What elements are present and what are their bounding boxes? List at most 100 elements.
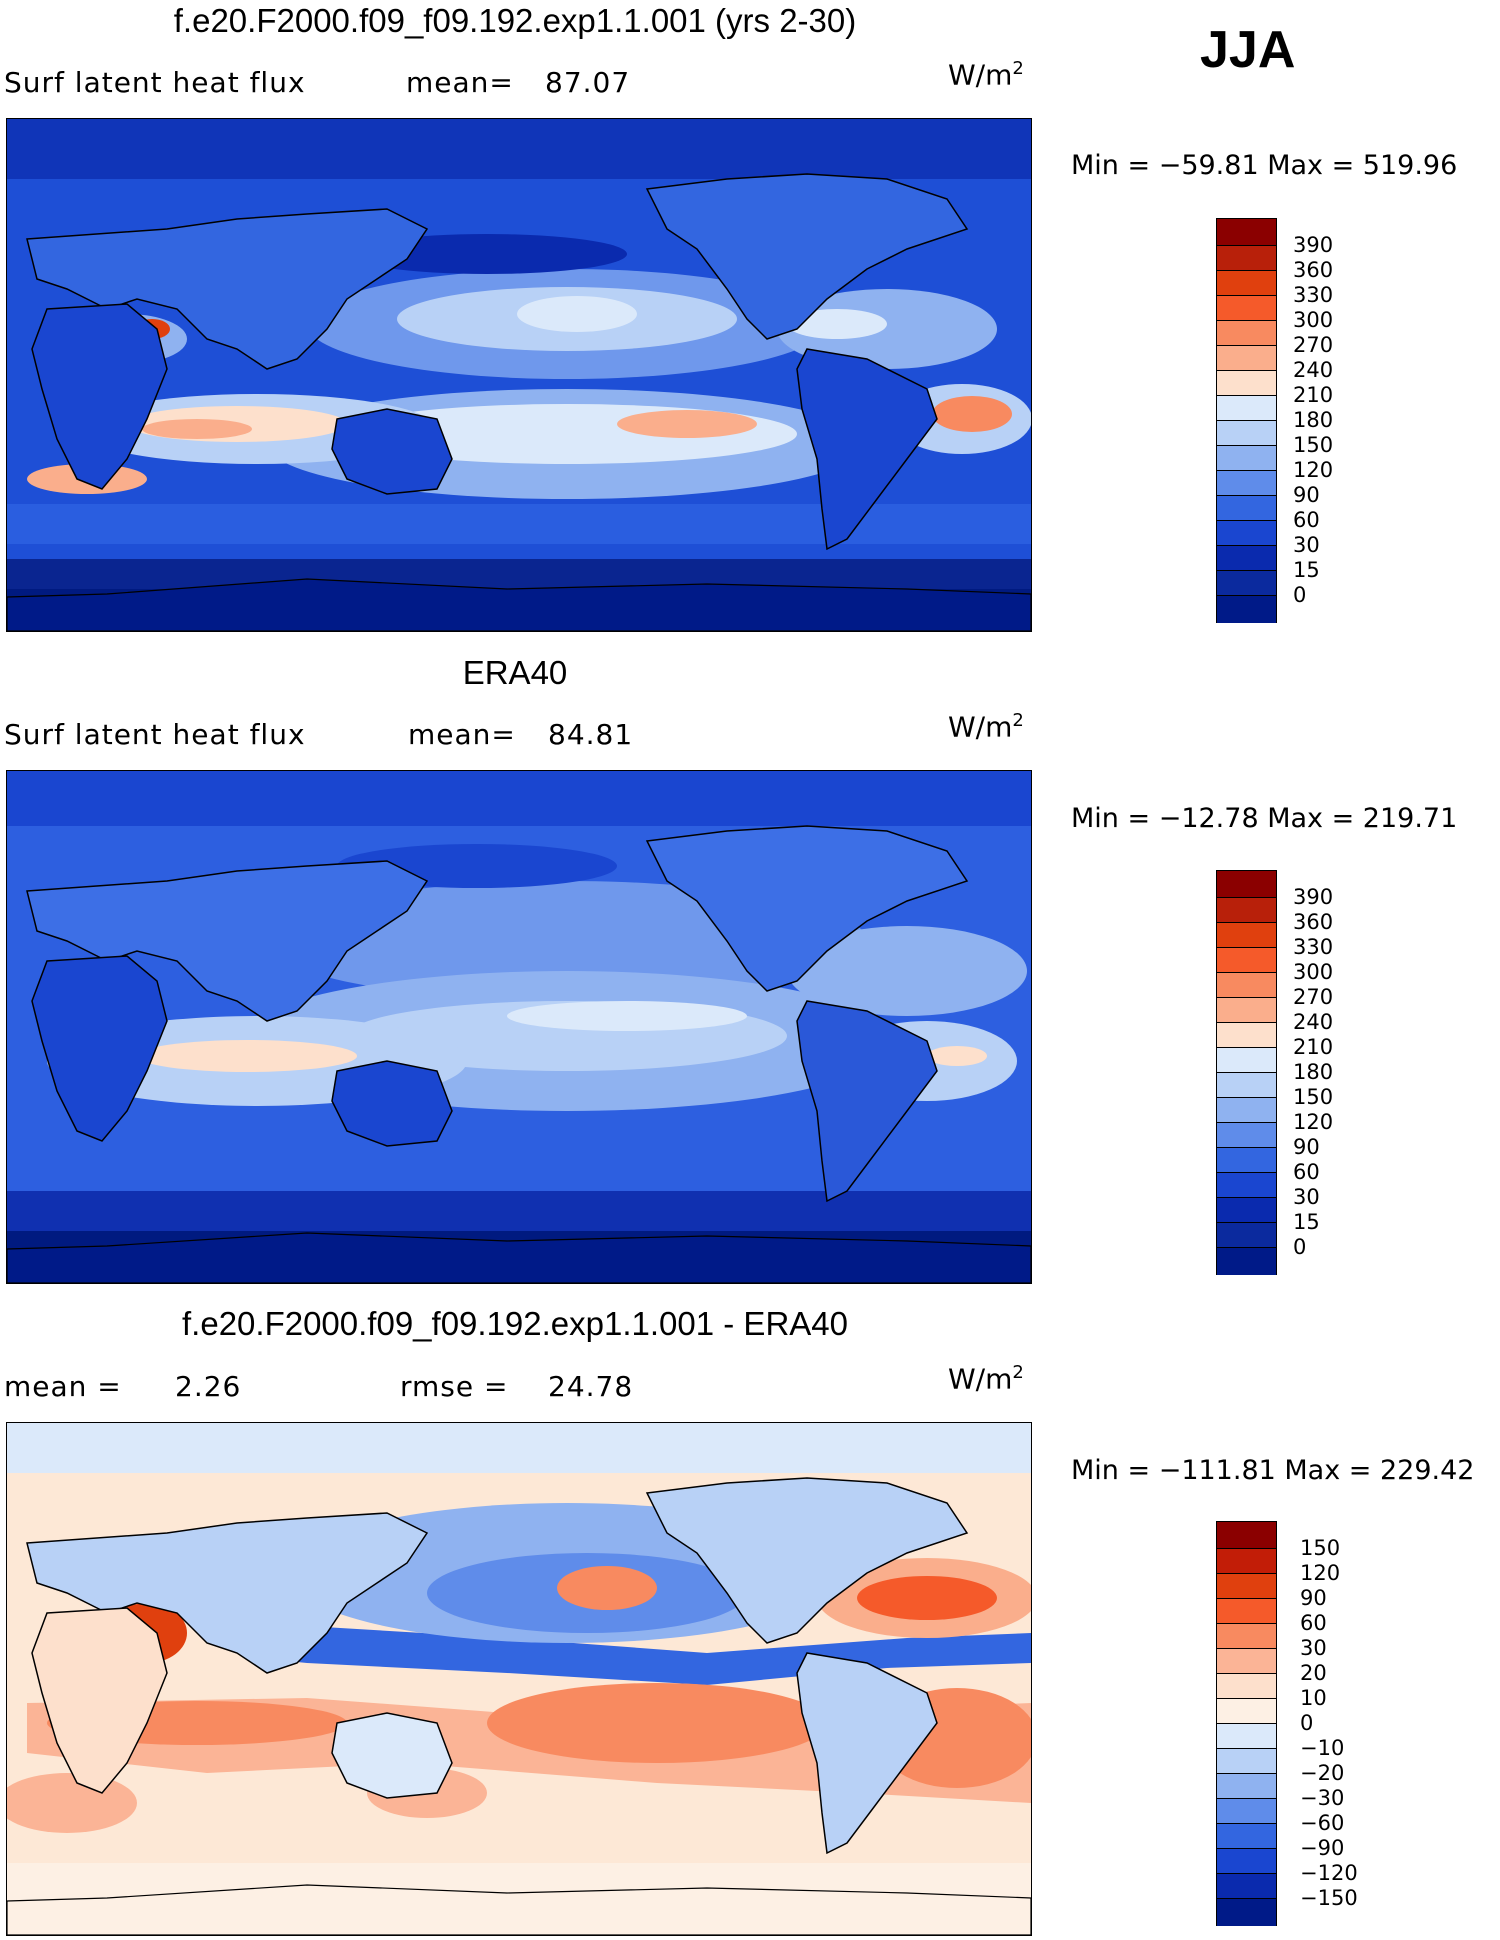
colorbar-labels-model: 390 360 330 300 270 240 210 180 150 120 … bbox=[1293, 218, 1353, 623]
units-exponent: 2 bbox=[1012, 710, 1024, 731]
colorbar-swatch bbox=[1217, 1824, 1276, 1849]
colorbar-tick-label: 360 bbox=[1293, 910, 1334, 934]
map-diff bbox=[6, 1422, 1032, 1936]
colorbar-swatch bbox=[1217, 246, 1276, 271]
map-diff-svg bbox=[7, 1423, 1031, 1935]
colorbar-tick-label: 180 bbox=[1293, 408, 1334, 432]
colorbar-tick-label: 60 bbox=[1293, 508, 1320, 532]
colorbar-labels-obs: 390 360 330 300 270 240 210 180 150 120 … bbox=[1293, 870, 1353, 1275]
rmse-value: 24.78 bbox=[548, 1370, 634, 1403]
colorbar-tick-label: 120 bbox=[1300, 1561, 1341, 1585]
colorbar-tick-label: −150 bbox=[1300, 1886, 1358, 1910]
colorbar-obs bbox=[1216, 870, 1277, 1275]
colorbar-swatch bbox=[1217, 271, 1276, 296]
colorbar-tick-label: 20 bbox=[1300, 1661, 1327, 1685]
colorbar-tick-label: −30 bbox=[1300, 1786, 1345, 1810]
colorbar-tick-label: 120 bbox=[1293, 458, 1334, 482]
colorbar-tick-label: 240 bbox=[1293, 358, 1334, 382]
colorbar-swatch bbox=[1217, 346, 1276, 371]
colorbar-tick-label: 120 bbox=[1293, 1110, 1334, 1134]
colorbar-tick-label: 0 bbox=[1300, 1711, 1314, 1735]
colorbar-swatch bbox=[1217, 1098, 1276, 1123]
units-label-obs: W/m2 bbox=[948, 710, 1024, 743]
variable-label-obs: Surf latent heat flux bbox=[4, 718, 306, 751]
colorbar-tick-label: 330 bbox=[1293, 935, 1334, 959]
colorbar-tick-label: 300 bbox=[1293, 308, 1334, 332]
colorbar-tick-label: −10 bbox=[1300, 1736, 1345, 1760]
colorbar-swatch bbox=[1217, 1574, 1276, 1599]
colorbar-tick-label: −60 bbox=[1300, 1811, 1345, 1835]
colorbar-swatch bbox=[1217, 1599, 1276, 1624]
colorbar-swatch bbox=[1217, 1522, 1276, 1549]
units-label-diff: W/m2 bbox=[948, 1362, 1024, 1395]
colorbar-tick-label: 390 bbox=[1293, 233, 1334, 257]
colorbar-swatch bbox=[1217, 471, 1276, 496]
colorbar-tick-label: −120 bbox=[1300, 1861, 1358, 1885]
variable-label-model: Surf latent heat flux bbox=[4, 66, 306, 99]
min-max-label-obs: Min = −12.78 Max = 219.71 bbox=[1071, 803, 1458, 834]
colorbar-swatch bbox=[1217, 1198, 1276, 1223]
units-base: W/m bbox=[948, 58, 1013, 92]
colorbar-tick-label: 150 bbox=[1293, 433, 1334, 457]
colorbar-swatch bbox=[1217, 546, 1276, 571]
colorbar-swatch bbox=[1217, 1724, 1276, 1749]
colorbar-swatch bbox=[1217, 1624, 1276, 1649]
colorbar-swatch bbox=[1217, 1223, 1276, 1248]
mean-label-model: mean= bbox=[406, 66, 514, 99]
colorbar-tick-label: 0 bbox=[1293, 583, 1307, 607]
colorbar-tick-label: 180 bbox=[1293, 1060, 1334, 1084]
colorbar-swatch bbox=[1217, 1874, 1276, 1899]
diff-mean-value: 2.26 bbox=[175, 1370, 242, 1403]
colorbar-tick-label: 30 bbox=[1300, 1636, 1327, 1660]
colorbar-tick-label: 60 bbox=[1293, 1160, 1320, 1184]
colorbar-swatch bbox=[1217, 371, 1276, 396]
colorbar-tick-label: 360 bbox=[1293, 258, 1334, 282]
colorbar-tick-label: 390 bbox=[1293, 885, 1334, 909]
colorbar-swatch bbox=[1217, 521, 1276, 546]
units-exponent: 2 bbox=[1012, 58, 1024, 79]
colorbar-tick-label: 270 bbox=[1293, 333, 1334, 357]
colorbar-tick-label: 240 bbox=[1293, 1010, 1334, 1034]
colorbar-swatch bbox=[1217, 219, 1276, 246]
colorbar-swatch bbox=[1217, 496, 1276, 521]
min-max-label-diff: Min = −111.81 Max = 229.42 bbox=[1071, 1455, 1475, 1486]
colorbar-swatch bbox=[1217, 1549, 1276, 1574]
colorbar-swatch bbox=[1217, 871, 1276, 898]
colorbar-swatch bbox=[1217, 1849, 1276, 1874]
rmse-label: rmse = bbox=[400, 1370, 509, 1403]
colorbar-swatch bbox=[1217, 1799, 1276, 1824]
mean-value-model: 87.07 bbox=[545, 66, 631, 99]
units-base: W/m bbox=[948, 710, 1013, 744]
colorbar-tick-label: 210 bbox=[1293, 1035, 1334, 1059]
colorbar-swatch bbox=[1217, 1123, 1276, 1148]
colorbar-tick-label: 90 bbox=[1300, 1586, 1327, 1610]
colorbar-swatch bbox=[1217, 1148, 1276, 1173]
colorbar-swatch bbox=[1217, 1774, 1276, 1799]
colorbar-swatch bbox=[1217, 571, 1276, 596]
colorbar-swatch bbox=[1217, 923, 1276, 948]
colorbar-swatch bbox=[1217, 1749, 1276, 1774]
colorbar-labels-diff: 150 120 90 60 30 20 10 0 −10 −20 −30 −60… bbox=[1300, 1521, 1380, 1926]
colorbar-tick-label: 210 bbox=[1293, 383, 1334, 407]
colorbar-tick-label: 150 bbox=[1300, 1536, 1341, 1560]
colorbar-tick-label: 270 bbox=[1293, 985, 1334, 1009]
panel-title-obs: ERA40 bbox=[462, 654, 568, 691]
colorbar-swatch bbox=[1217, 1023, 1276, 1048]
colorbar-swatch bbox=[1217, 973, 1276, 998]
colorbar-swatch bbox=[1217, 596, 1276, 623]
colorbar-swatch bbox=[1217, 1674, 1276, 1699]
mean-label-obs: mean= bbox=[408, 718, 516, 751]
colorbar-swatch bbox=[1217, 1899, 1276, 1926]
colorbar-tick-label: 30 bbox=[1293, 533, 1320, 557]
colorbar-swatch bbox=[1217, 1073, 1276, 1098]
map-obs-svg bbox=[7, 771, 1031, 1283]
colorbar-tick-label: 0 bbox=[1293, 1235, 1307, 1259]
colorbar-tick-label: 150 bbox=[1293, 1085, 1334, 1109]
colorbar-swatch bbox=[1217, 1048, 1276, 1073]
map-obs bbox=[6, 770, 1032, 1284]
min-max-label-model: Min = −59.81 Max = 519.96 bbox=[1071, 150, 1458, 181]
mean-value-obs: 84.81 bbox=[548, 718, 634, 751]
colorbar-swatch bbox=[1217, 1649, 1276, 1674]
colorbar-tick-label: 15 bbox=[1293, 558, 1320, 582]
panel-title-model: f.e20.F2000.f09_f09.192.exp1.1.001 (yrs … bbox=[173, 2, 857, 39]
